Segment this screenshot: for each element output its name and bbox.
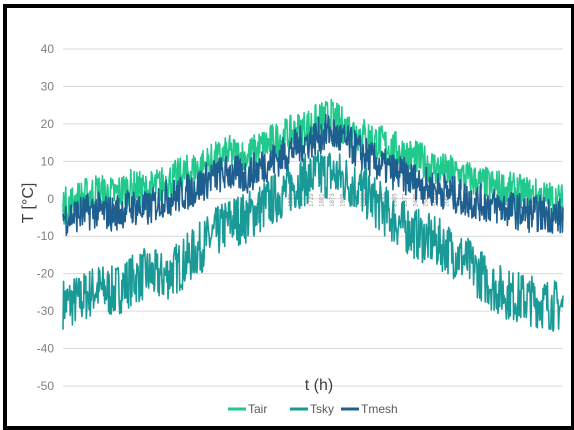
x-tick-label: 1801 bbox=[320, 193, 326, 207]
x-tick-label: 1945 bbox=[340, 193, 346, 207]
legend: Tair Tsky Tmesh bbox=[228, 402, 398, 416]
y-tick-label: -50 bbox=[37, 379, 55, 393]
x-tick-label: 2881 bbox=[476, 193, 482, 207]
series-line-tmesh bbox=[62, 113, 564, 236]
x-tick-label: 2665 bbox=[445, 193, 451, 207]
x-tick-label: 1873 bbox=[330, 193, 336, 207]
y-tick-label: -10 bbox=[37, 229, 55, 243]
legend-label: Tmesh bbox=[361, 402, 398, 416]
y-axis-title: T [°C] bbox=[20, 183, 37, 224]
y-tick-label: 40 bbox=[41, 42, 55, 56]
y-tick-labels: -50 -40 -30 -20 -10 0 10 20 30 40 bbox=[37, 42, 55, 393]
x-tick-label: 2089 bbox=[361, 193, 367, 207]
y-tick-label: -30 bbox=[37, 304, 55, 318]
x-axis-title: t (h) bbox=[305, 377, 333, 394]
legend-label: Tair bbox=[248, 402, 267, 416]
series-lines bbox=[62, 98, 564, 332]
legend-label: Tsky bbox=[310, 402, 334, 416]
x-tick-label: 2521 bbox=[424, 193, 430, 207]
y-tick-label: 30 bbox=[41, 79, 55, 93]
y-tick-label: 0 bbox=[47, 192, 54, 206]
x-tick-label: 2377 bbox=[403, 193, 409, 207]
x-tick-label: 1513 bbox=[278, 193, 284, 207]
y-tick-label: -20 bbox=[37, 267, 55, 281]
y-tick-label: -40 bbox=[37, 342, 55, 356]
y-tick-label: 10 bbox=[41, 154, 55, 168]
series-line-tsky bbox=[62, 149, 564, 332]
chart-frame: -50 -40 -30 -20 -10 0 10 20 30 40 1 1513 1585 1657 17… bbox=[3, 4, 574, 430]
y-tick-label: 20 bbox=[41, 117, 55, 131]
x-tick-label: 1729 bbox=[309, 193, 315, 207]
x-tick-label: 2305 bbox=[392, 193, 398, 207]
